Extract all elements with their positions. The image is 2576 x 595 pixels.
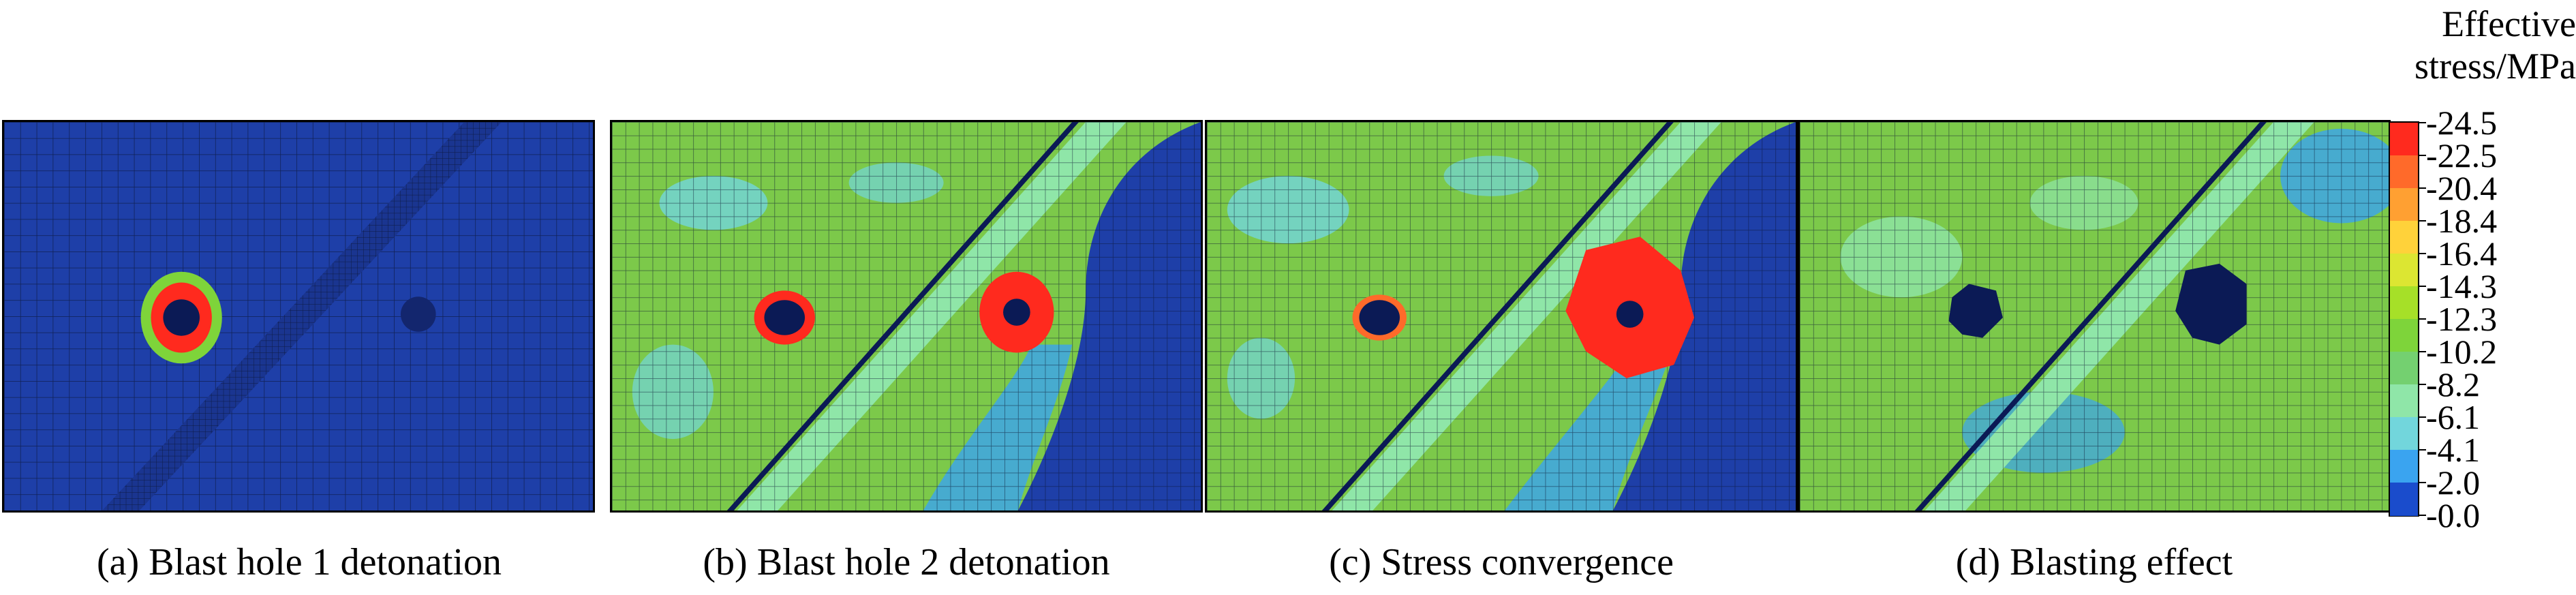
colorbar-segment <box>2390 254 2418 287</box>
colorbar-tick-label: -18.4 <box>2426 202 2498 240</box>
colorbar-tick-label: -20.4 <box>2426 169 2498 207</box>
colorbar-tick-label: -4.1 <box>2426 431 2481 469</box>
colorbar-tick <box>2419 187 2426 189</box>
panel-blasting-effect <box>1798 120 2391 513</box>
colorbar-segment <box>2390 417 2418 451</box>
colorbar-tick-label: -0.0 <box>2426 496 2481 534</box>
colorbar-tick <box>2419 286 2426 287</box>
colorbar-tick-label: -24.5 <box>2426 104 2498 142</box>
colorbar-tick <box>2419 122 2426 123</box>
colorbar-tick-label: -8.2 <box>2426 365 2481 403</box>
legend-unit: stress/MPa <box>2414 46 2576 87</box>
stress-contour-d <box>1800 122 2389 510</box>
colorbar-segment <box>2390 221 2418 254</box>
colorbar-segment <box>2390 188 2418 222</box>
panel-blast-hole-2-detonation <box>610 120 1203 513</box>
caption-b: (b) Blast hole 2 detonation <box>703 541 1110 583</box>
colorbar-tick <box>2419 416 2426 418</box>
panel-stress-convergence <box>1205 120 1798 513</box>
colorbar <box>2389 121 2419 517</box>
colorbar-segment <box>2390 483 2418 516</box>
blast-hole-1 <box>163 299 200 336</box>
colorbar-segment <box>2390 319 2418 352</box>
colorbar-segment <box>2390 286 2418 320</box>
stress-contour-b <box>612 122 1201 510</box>
colorbar-segment <box>2390 384 2418 418</box>
colorbar-segment <box>2390 450 2418 483</box>
colorbar-segment <box>2390 155 2418 189</box>
blast-hole-2 <box>400 296 436 332</box>
colorbar-tick <box>2419 449 2426 451</box>
colorbar-tick <box>2419 515 2426 516</box>
panel-blast-hole-1-detonation <box>2 120 595 513</box>
colorbar-tick <box>2419 220 2426 222</box>
colorbar-tick-label: -22.5 <box>2426 136 2498 174</box>
colorbar-tick <box>2419 155 2426 156</box>
colorbar-tick-label: -14.3 <box>2426 267 2498 305</box>
colorbar-segment <box>2390 123 2418 156</box>
colorbar-tick <box>2419 253 2426 254</box>
colorbar-tick-label: -2.0 <box>2426 463 2481 502</box>
colorbar-tick-label: -6.1 <box>2426 398 2481 436</box>
colorbar-tick <box>2419 384 2426 385</box>
legend-title: Effective <box>2442 3 2576 44</box>
caption-c: (c) Stress convergence <box>1329 541 1674 583</box>
colorbar-segment <box>2390 352 2418 385</box>
caption-d: (d) Blasting effect <box>1955 541 2233 583</box>
colorbar-tick <box>2419 482 2426 483</box>
colorbar-tick-label: -16.4 <box>2426 234 2498 273</box>
stress-contour-c <box>1207 122 1796 510</box>
colorbar-tick-label: -12.3 <box>2426 300 2498 338</box>
caption-a: (a) Blast hole 1 detonation <box>96 541 502 583</box>
colorbar-tick <box>2419 318 2426 320</box>
stress-contour-a <box>4 122 593 510</box>
colorbar-tick-label: -10.2 <box>2426 333 2498 371</box>
colorbar-tick <box>2419 351 2426 352</box>
